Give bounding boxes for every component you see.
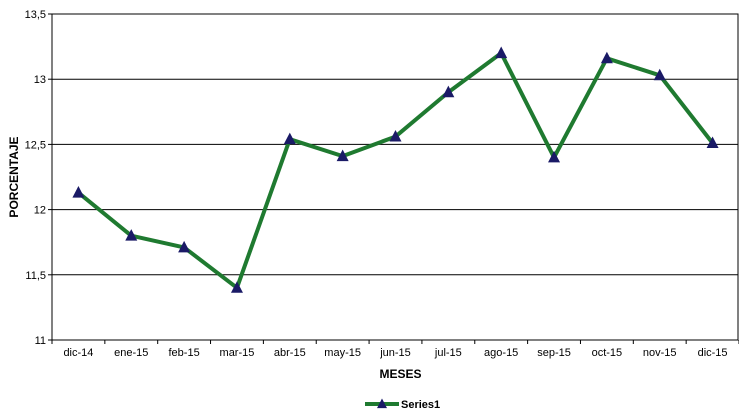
x-tick-label: oct-15 (592, 347, 623, 359)
data-point-marker (389, 129, 402, 142)
series1-line (77, 51, 715, 290)
y-tick-label: 11,5 (25, 270, 46, 282)
x-tick-label: dic-15 (698, 347, 728, 359)
y-tick-label: 13,5 (25, 9, 46, 21)
x-tick-label: ago-15 (484, 347, 518, 359)
x-tick-label: may-15 (324, 347, 361, 359)
x-tick-label: nov-15 (643, 347, 677, 359)
data-point-marker (178, 240, 191, 253)
y-tick-label: 12,5 (25, 139, 46, 151)
y-tick-label: 11 (35, 335, 46, 347)
x-tick-label: ene-15 (114, 347, 148, 359)
data-point-marker (548, 150, 561, 163)
legend: Series1 (365, 398, 440, 409)
data-point-marker (283, 132, 296, 145)
y-axis-title: PORCENTAJE (7, 136, 21, 217)
data-point-marker (125, 229, 138, 241)
data-point-marker (336, 149, 349, 162)
data-point-marker (230, 281, 243, 293)
data-point-marker (495, 46, 508, 59)
data-point-marker (706, 136, 719, 149)
data-point-marker (600, 51, 613, 64)
gridlines (52, 13, 738, 341)
x-tick-label: mar-15 (220, 347, 255, 359)
data-point-marker (653, 68, 666, 81)
data-point-marker (72, 186, 85, 198)
x-tick-label: jun-15 (379, 347, 411, 359)
x-tick-label: feb-15 (169, 347, 200, 359)
x-axis-title: MESES (379, 367, 421, 381)
data-point-marker (442, 85, 455, 98)
x-tick-label: dic-14 (63, 347, 93, 359)
x-tick-label: sep-15 (537, 347, 571, 359)
plot-area-border (51, 13, 739, 341)
legend-triangle-marker-icon (377, 398, 387, 409)
x-tick-label: abr-15 (274, 347, 306, 359)
legend-label: Series1 (401, 399, 440, 409)
x-axis-ticks: dic-14 ene-15 feb-15 mar-15 abr-15 may-15 jun-… (51, 340, 739, 359)
y-axis-ticks: 11 11,5 12 12,5 13 13,5 (25, 9, 52, 347)
series1-markers (72, 46, 719, 293)
y-tick-label: 12 (34, 205, 46, 217)
y-tick-label: 13 (34, 74, 46, 86)
x-tick-label: jul-15 (434, 347, 462, 359)
